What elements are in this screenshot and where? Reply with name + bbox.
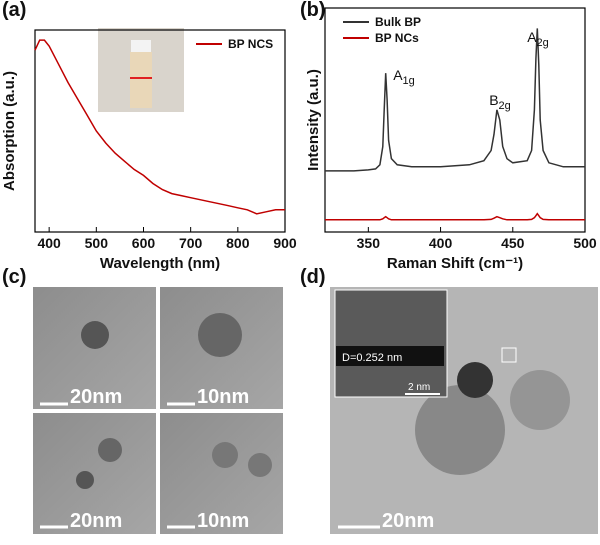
x-tick-label: 500 (85, 235, 109, 251)
x-tick-label: 700 (179, 235, 203, 251)
peak-label: A2g (527, 29, 549, 49)
scale-label: 10nm (197, 510, 249, 532)
peak-label: A1g (393, 67, 415, 87)
panel-label: (c) (2, 266, 26, 288)
data-line (325, 28, 585, 172)
x-tick-label: 350 (357, 235, 381, 251)
legend-label: BP NCS (228, 37, 273, 51)
inset-box (501, 347, 517, 363)
particle (248, 453, 272, 477)
scale-label: 20nm (70, 386, 122, 408)
x-tick-label: 400 (37, 235, 61, 251)
data-line (325, 212, 585, 221)
x-tick-label: 450 (501, 235, 525, 251)
x-tick-label: 400 (429, 235, 453, 251)
chart: (a) 400 500 600 700 800 900 Wavelength (nm) Abso… (1, 0, 297, 272)
particle (457, 362, 493, 398)
particle (212, 442, 238, 468)
tem-images: 20nm 10nm 20nm 10nm 20nm D=0.252 nm 2 nm… (2, 266, 598, 534)
peak-label-main: B (489, 92, 498, 108)
scale-label: 10nm (197, 386, 249, 408)
peak-label-sub: 2g (499, 100, 511, 112)
y-axis-label: Absorption (a.u.) (1, 71, 18, 191)
particle (510, 370, 570, 430)
x-tick-label: 600 (132, 235, 156, 251)
peak-label-sub: 2g (537, 37, 549, 49)
x-tick-label: 900 (273, 235, 297, 251)
x-axis-label: Raman Shift (cm⁻¹) (387, 255, 523, 272)
inset-scale: 2 nm (408, 382, 430, 393)
x-tick-label: 800 (226, 235, 250, 251)
vial-photo (98, 28, 184, 112)
particle (81, 321, 109, 349)
inset-hrtem (334, 289, 448, 398)
tem-tile (33, 413, 156, 534)
panel-label: (d) (300, 266, 326, 288)
y-axis-label: Intensity (a.u.) (305, 69, 322, 171)
vial (130, 52, 152, 108)
plot-frame (324, 7, 586, 233)
x-axis-label: Wavelength (nm) (100, 255, 220, 272)
legend-label: Bulk BP (375, 15, 421, 29)
particle (76, 471, 94, 489)
panel-label: (a) (2, 0, 26, 21)
particle (98, 438, 122, 462)
peak-label: B2g (489, 92, 511, 112)
particle (415, 385, 505, 475)
particle (198, 313, 242, 357)
vial-cap (131, 40, 151, 52)
inset-label: D=0.252 nm (342, 352, 402, 364)
chart: (b) 350 400 450 500 Raman Shift (cm⁻¹) Intensi… (300, 0, 597, 272)
x-tick-label: 500 (573, 235, 597, 251)
inset-label-bg (336, 346, 444, 366)
scale-label: 20nm (70, 510, 122, 532)
plot-frame (34, 29, 286, 233)
peak-label-main: A (527, 29, 537, 45)
panel-label: (b) (300, 0, 326, 21)
scale-label: 20nm (382, 510, 434, 532)
peak-label-sub: 1g (403, 75, 415, 87)
legend-label: BP NCs (375, 31, 419, 45)
peak-label-main: A (393, 67, 403, 83)
data-line (34, 39, 285, 215)
